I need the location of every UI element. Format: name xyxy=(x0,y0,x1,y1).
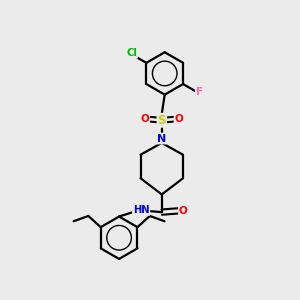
Text: O: O xyxy=(175,114,183,124)
Text: S: S xyxy=(158,114,166,127)
Text: O: O xyxy=(179,206,188,216)
Text: F: F xyxy=(196,87,203,97)
Text: N: N xyxy=(157,134,167,143)
Text: HN: HN xyxy=(133,205,149,215)
Text: Cl: Cl xyxy=(126,48,137,58)
Text: O: O xyxy=(140,114,149,124)
